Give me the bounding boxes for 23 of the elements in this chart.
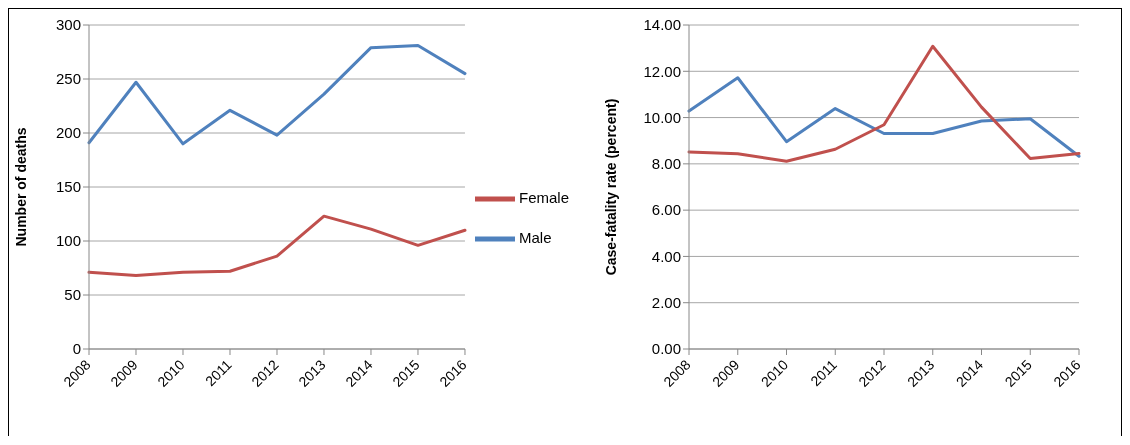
y-tick-label: 250 [55,70,81,88]
y-tick-label: 4.00 [651,247,681,265]
y-axis-title: Case-fatality rate (percent) [602,98,619,276]
y-tick-label: 150 [55,178,81,196]
y-tick-label: 0 [72,340,81,358]
y-tick-label: 200 [55,124,81,142]
y-axis-title: Number of deaths [12,127,29,247]
y-tick-label: 6.00 [651,201,681,219]
legend-label: Female [518,188,569,206]
line-series [687,76,1081,158]
y-tick-label: 8.00 [651,155,681,173]
line-series [87,214,467,278]
y-tick-label: 2.00 [651,294,681,312]
legend-label: Male [518,228,552,246]
y-tick-label: 300 [55,16,81,34]
y-tick-label: 100 [55,232,81,250]
y-tick-label: 12.00 [643,62,681,80]
line-series [687,44,1081,163]
y-tick-label: 14.00 [643,16,681,34]
line-series [87,44,467,146]
y-tick-label: 0.00 [651,340,681,358]
y-tick-label: 10.00 [643,108,681,126]
y-tick-label: 50 [64,286,81,304]
